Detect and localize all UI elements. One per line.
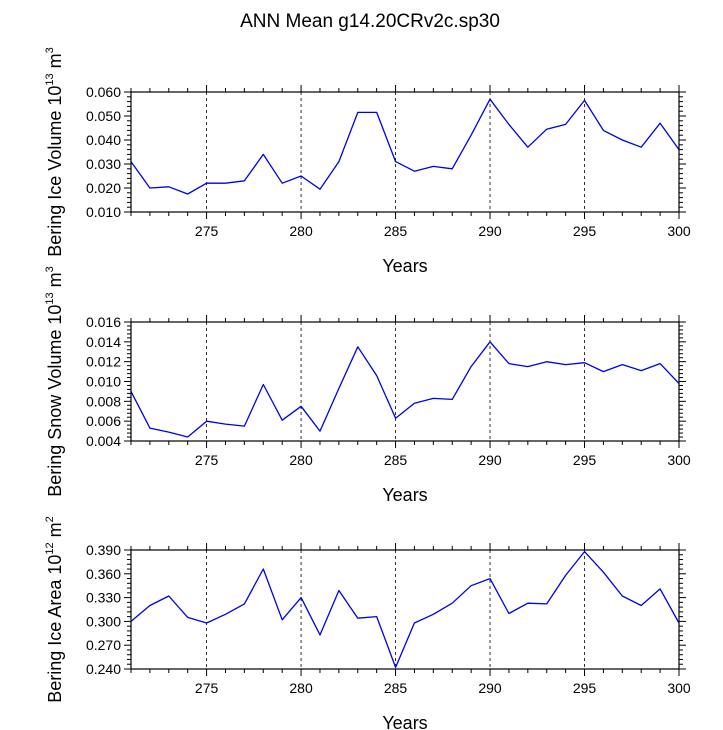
- x-tick-label: 295: [573, 223, 597, 239]
- y-tick-label: 0.390: [86, 542, 121, 558]
- chart-panel-2: 0.004 0.006 0.008 0.010 0.012 0.014 0.016 275 28…: [44, 266, 691, 505]
- x-tick-label: 300: [667, 223, 691, 239]
- y-tick-label: 0.006: [86, 413, 121, 429]
- x-tick-label: 275: [195, 680, 219, 696]
- x-axis-label: Years: [382, 713, 427, 730]
- y-tick-label: 0.010: [86, 204, 121, 220]
- plot-frame: [130, 549, 680, 670]
- y-tick-label: 0.050: [86, 108, 121, 124]
- series-line: [130, 550, 680, 669]
- x-tick-label: 290: [478, 452, 502, 468]
- y-axis-label: Bering Ice Volume 1013 m3: [44, 47, 65, 256]
- y-axis-label: Bering Snow Volume 1013 m3: [44, 266, 65, 497]
- series-line: [130, 98, 680, 195]
- x-tick-label: 275: [195, 223, 219, 239]
- y-tick-label: 0.004: [86, 433, 121, 449]
- x-tick-label: 295: [573, 452, 597, 468]
- y-tick-label: 0.016: [86, 314, 121, 330]
- x-tick-label: 285: [384, 223, 408, 239]
- x-tick-label: 280: [289, 223, 313, 239]
- chart-panel-1: 0.010 0.020 0.030 0.040 0.050 0.060 275 280 285 2…: [44, 47, 691, 276]
- x-tick-label: 280: [289, 680, 313, 696]
- x-tick-label: 290: [478, 223, 502, 239]
- x-tick-label: 285: [384, 680, 408, 696]
- x-tick-label: 280: [289, 452, 313, 468]
- y-tick-label: 0.010: [86, 374, 121, 390]
- y-tick-label: 0.330: [86, 590, 121, 606]
- panels: 0.010 0.020 0.030 0.040 0.050 0.060 275 280 285 2…: [44, 47, 691, 730]
- plot-frame: [130, 321, 680, 442]
- y-tick-label: 0.030: [86, 156, 121, 172]
- y-tick-label: 0.360: [86, 566, 121, 582]
- y-tick-label: 0.300: [86, 613, 121, 629]
- y-tick-label: 0.012: [86, 354, 121, 370]
- y-tick-label: 0.240: [86, 661, 121, 677]
- plot-frame: [130, 91, 680, 213]
- x-tick-label: 285: [384, 452, 408, 468]
- y-tick-label: 0.270: [86, 637, 121, 653]
- x-axis-label: Years: [382, 485, 427, 505]
- y-tick-label: 0.060: [86, 84, 121, 100]
- x-tick-label: 275: [195, 452, 219, 468]
- chart-panel-3: 0.240 0.270 0.300 0.330 0.360 0.390 275 280 285 2…: [44, 516, 691, 730]
- y-axis-label: Bering Ice Area 1012 m2: [44, 516, 65, 702]
- x-tick-label: 300: [667, 452, 691, 468]
- y-tick-label: 0.014: [86, 334, 121, 350]
- x-tick-label: 290: [478, 680, 502, 696]
- y-tick-label: 0.020: [86, 180, 121, 196]
- y-tick-label: 0.008: [86, 393, 121, 409]
- x-axis-label: Years: [382, 256, 427, 276]
- x-tick-label: 300: [667, 680, 691, 696]
- series-line: [130, 341, 680, 438]
- figure-title: ANN Mean g14.20CRv2c.sp30: [240, 11, 500, 32]
- y-tick-label: 0.040: [86, 132, 121, 148]
- x-tick-label: 295: [573, 680, 597, 696]
